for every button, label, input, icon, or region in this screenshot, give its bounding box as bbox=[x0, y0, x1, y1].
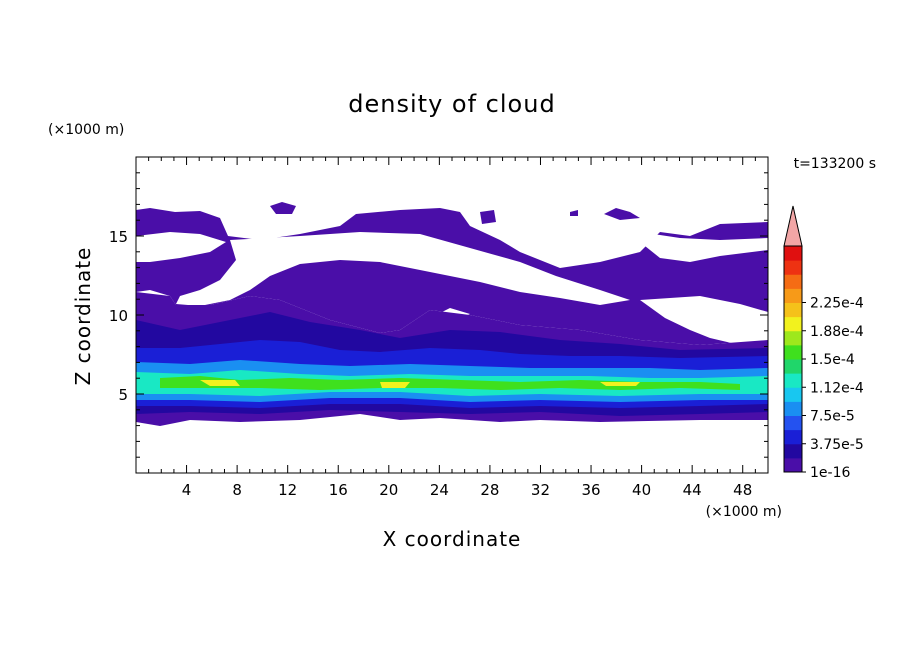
colorbar-bin bbox=[784, 330, 802, 346]
y-unit-label: (×1000 m) bbox=[48, 122, 124, 138]
cloud-gap bbox=[640, 296, 768, 345]
cloud-gap bbox=[136, 232, 226, 262]
x-tick-label: 20 bbox=[379, 481, 398, 499]
colorbar-bin bbox=[784, 302, 802, 318]
x-tick-label: 24 bbox=[430, 481, 449, 499]
colorbar-extend-max bbox=[783, 205, 803, 247]
x-tick-label: 12 bbox=[278, 481, 297, 499]
colorbar-labels: 1e-16 3.75e-5 7.5e-5 1.12e-4 1.5e-4 1.88e-4 2.… bbox=[802, 296, 864, 481]
colorbar-label: 1e-16 bbox=[810, 465, 850, 481]
cloud-fragment bbox=[604, 208, 640, 220]
colorbar-bin bbox=[784, 457, 802, 473]
colorbar-label: 2.25e-4 bbox=[810, 296, 864, 312]
x-tick-label: 48 bbox=[733, 481, 752, 499]
colorbar-label: 1.5e-4 bbox=[810, 352, 855, 368]
colorbar-label: 7.5e-5 bbox=[810, 409, 855, 425]
time-label: t=133200 s bbox=[794, 156, 876, 172]
colorbar-bin bbox=[784, 359, 802, 374]
x-tick-label: 28 bbox=[480, 481, 499, 499]
colorbar-bin bbox=[784, 401, 802, 416]
y-tick-label: 10 bbox=[109, 307, 128, 325]
colorbar-bins bbox=[784, 246, 802, 473]
cloud-contours bbox=[136, 202, 768, 426]
x-tick-label: 8 bbox=[232, 481, 242, 499]
colorbar: 1e-16 3.75e-5 7.5e-5 1.12e-4 1.5e-4 1.88e-4 2.… bbox=[783, 205, 864, 481]
colorbar-bin bbox=[784, 246, 802, 261]
colorbar-bin bbox=[784, 373, 802, 388]
x-tick-group: 4 8 12 16 20 24 28 32 36 40 44 48 bbox=[148, 157, 756, 499]
y-tick-group: 5 10 15 bbox=[109, 172, 768, 458]
y-tick-label: 15 bbox=[109, 228, 128, 246]
peak-spot bbox=[200, 380, 240, 386]
cloud-fragment bbox=[480, 210, 496, 224]
y-tick-label: 5 bbox=[118, 386, 128, 404]
cloud-fragment bbox=[270, 202, 296, 214]
x-tick-label: 36 bbox=[581, 481, 600, 499]
x-tick-label: 32 bbox=[531, 481, 550, 499]
cloud-gap bbox=[176, 232, 630, 306]
dense-layer-5 bbox=[160, 376, 740, 390]
colorbar-bin bbox=[784, 415, 802, 431]
colorbar-bin bbox=[784, 344, 802, 360]
chart-title: density of cloud bbox=[348, 90, 555, 118]
colorbar-bin bbox=[784, 429, 802, 445]
x-tick-label: 16 bbox=[329, 481, 348, 499]
colorbar-bin bbox=[784, 288, 802, 303]
colorbar-bin bbox=[784, 443, 802, 459]
x-tick-label: 40 bbox=[632, 481, 651, 499]
colorbar-label: 1.12e-4 bbox=[810, 380, 864, 396]
colorbar-bin bbox=[784, 274, 802, 289]
colorbar-bin bbox=[784, 316, 802, 332]
peak-spot bbox=[600, 382, 640, 386]
x-unit-label: (×1000 m) bbox=[706, 504, 782, 520]
peak-spot bbox=[380, 382, 410, 388]
colorbar-label: 1.88e-4 bbox=[810, 324, 864, 340]
x-axis-label: X coordinate bbox=[383, 527, 522, 551]
x-tick-label: 44 bbox=[683, 481, 702, 499]
cloud-gap bbox=[640, 232, 768, 262]
colorbar-bin bbox=[784, 260, 802, 275]
colorbar-bin bbox=[784, 387, 802, 402]
cloud-fragment bbox=[570, 210, 578, 216]
x-tick-label: 4 bbox=[182, 481, 192, 499]
colorbar-label: 3.75e-5 bbox=[810, 437, 864, 453]
y-axis-label: Z coordinate bbox=[71, 247, 95, 386]
